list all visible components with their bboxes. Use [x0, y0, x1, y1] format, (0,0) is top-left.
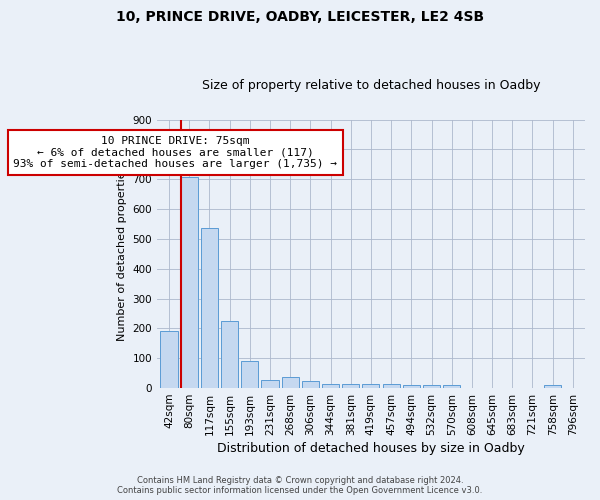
Bar — [160, 332, 178, 388]
Y-axis label: Number of detached properties: Number of detached properties — [117, 166, 127, 342]
Bar — [302, 381, 319, 388]
Bar — [322, 384, 339, 388]
Text: Contains HM Land Registry data © Crown copyright and database right 2024.
Contai: Contains HM Land Registry data © Crown c… — [118, 476, 482, 495]
Bar — [221, 321, 238, 388]
Bar — [281, 376, 299, 388]
Bar — [383, 384, 400, 388]
Bar — [403, 385, 420, 388]
Bar — [342, 384, 359, 388]
Bar — [241, 361, 259, 388]
Bar — [201, 228, 218, 388]
Title: Size of property relative to detached houses in Oadby: Size of property relative to detached ho… — [202, 79, 540, 92]
Text: 10, PRINCE DRIVE, OADBY, LEICESTER, LE2 4SB: 10, PRINCE DRIVE, OADBY, LEICESTER, LE2 … — [116, 10, 484, 24]
Bar — [443, 386, 460, 388]
Text: 10 PRINCE DRIVE: 75sqm
← 6% of detached houses are smaller (117)
93% of semi-det: 10 PRINCE DRIVE: 75sqm ← 6% of detached … — [13, 136, 337, 169]
Bar — [544, 385, 561, 388]
X-axis label: Distribution of detached houses by size in Oadby: Distribution of detached houses by size … — [217, 442, 525, 455]
Bar — [181, 178, 198, 388]
Bar — [362, 384, 379, 388]
Bar — [423, 385, 440, 388]
Bar — [262, 380, 278, 388]
